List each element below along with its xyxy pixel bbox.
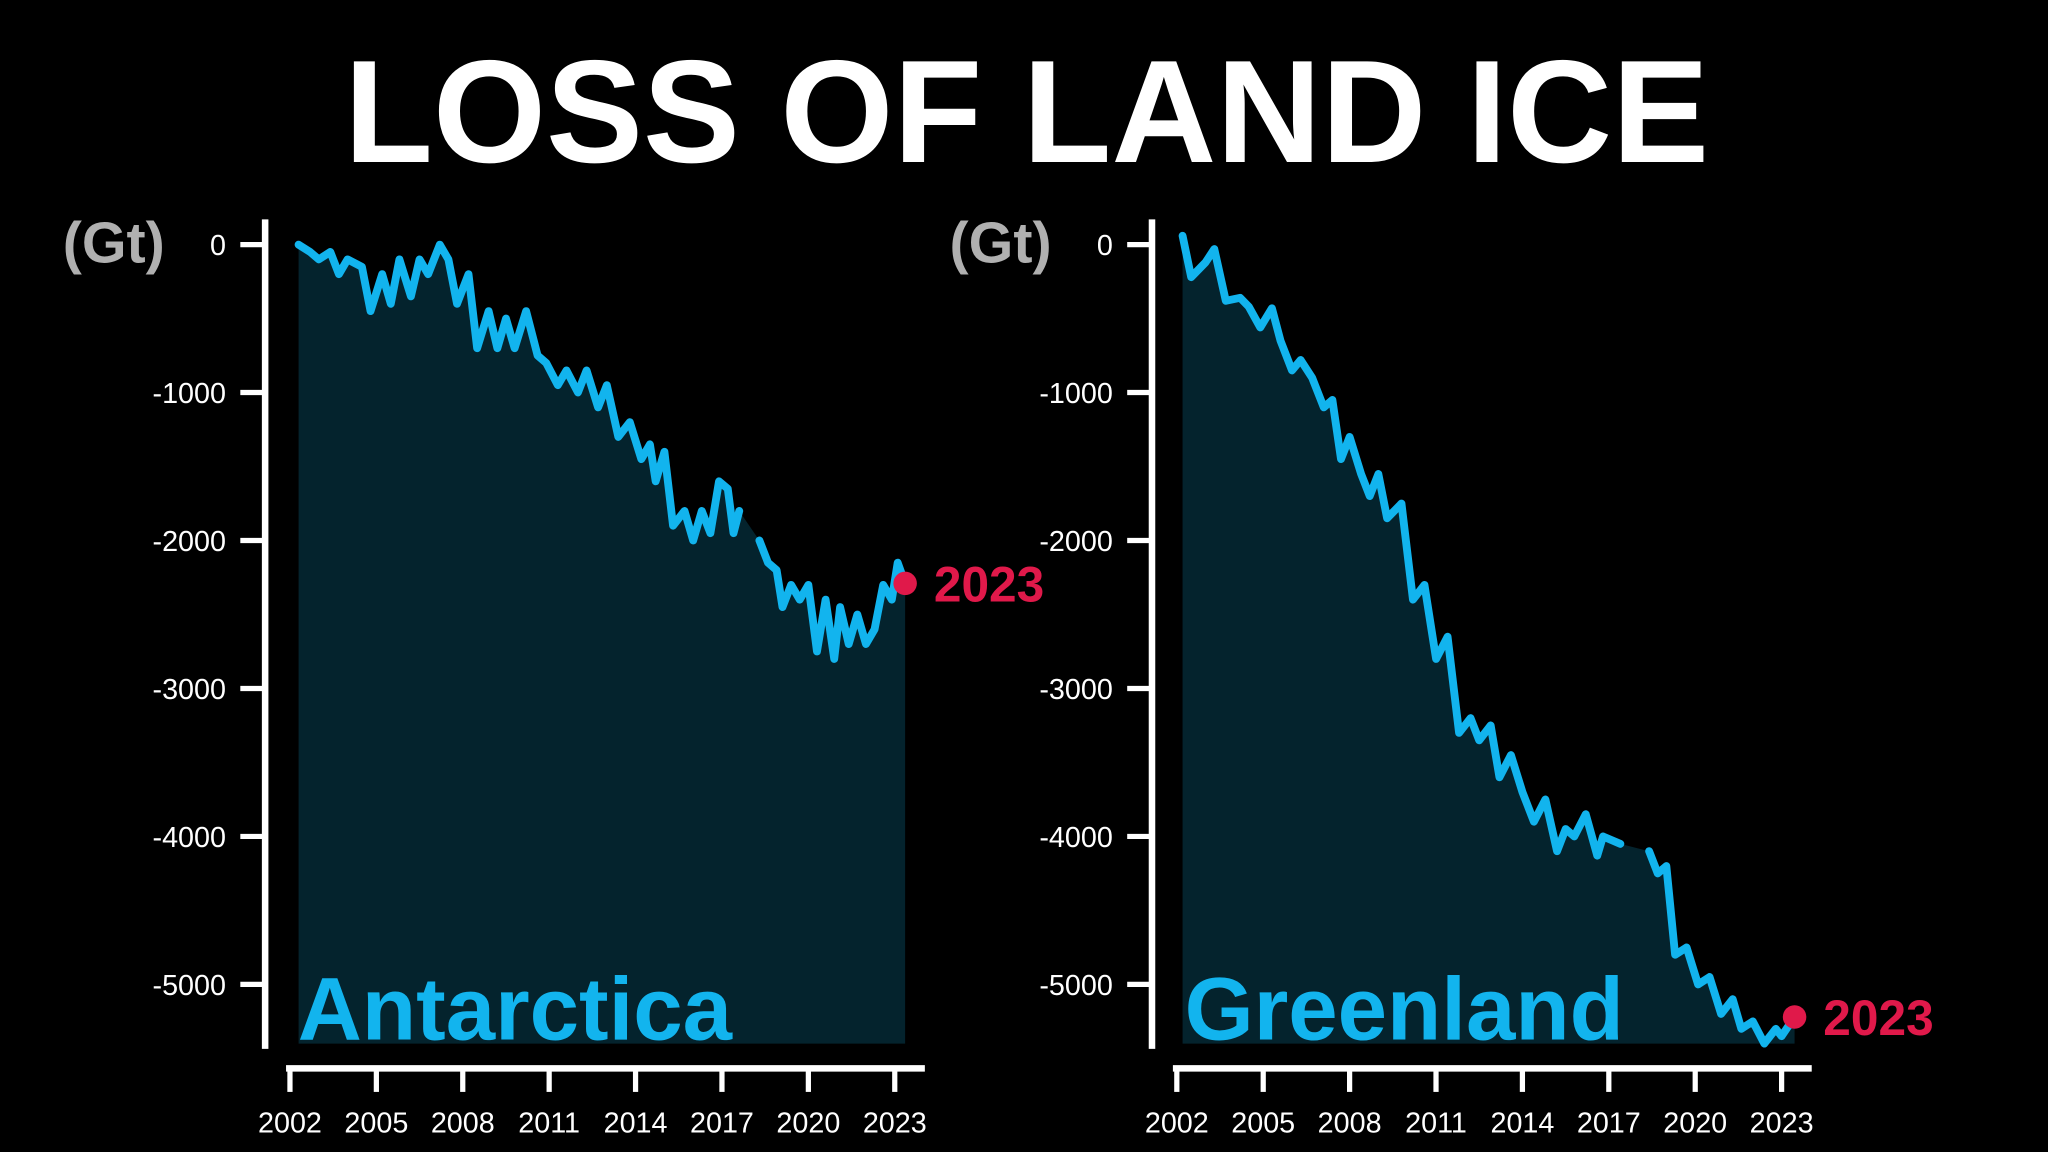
- y-tick-label: 0: [1097, 230, 1113, 262]
- end-label: 2023: [934, 557, 1044, 613]
- x-tick-label: 2011: [518, 1107, 580, 1139]
- y-tick-label: 0: [210, 230, 226, 262]
- x-tick-label: 2002: [1145, 1107, 1209, 1139]
- y-tick-label: -2000: [1039, 526, 1112, 558]
- region-label: Greenland: [1185, 960, 1624, 1059]
- y-tick-label: -1000: [153, 378, 226, 410]
- y-tick-label: -5000: [153, 970, 226, 1002]
- y-tick-label: -4000: [153, 822, 226, 854]
- end-point: [1782, 1005, 1807, 1029]
- x-tick-label: 2008: [1318, 1107, 1382, 1139]
- y-tick-label: -3000: [153, 674, 226, 706]
- x-tick-label: 2002: [258, 1107, 322, 1139]
- y-tick-label: -4000: [1039, 822, 1112, 854]
- region-label: Antarctica: [298, 960, 733, 1059]
- x-tick-label: 2017: [690, 1107, 754, 1139]
- x-tick-label: 2017: [1577, 1107, 1641, 1139]
- y-tick-label: -3000: [1039, 674, 1112, 706]
- y-tick-label: -2000: [153, 526, 226, 558]
- end-label: 2023: [1823, 990, 1933, 1046]
- unit-label: (Gt): [950, 212, 1052, 276]
- x-tick-label: 2014: [1490, 1107, 1554, 1139]
- data-line: [1178, 231, 1799, 1048]
- x-tick-label: 2005: [344, 1107, 408, 1139]
- x-tick-label: 2005: [1231, 1107, 1295, 1139]
- end-point: [893, 571, 917, 596]
- y-tick-label: -1000: [1039, 378, 1112, 410]
- x-tick-label: 2020: [776, 1107, 840, 1139]
- data-line: [294, 240, 910, 663]
- x-tick-label: 2014: [604, 1107, 668, 1139]
- y-tick-label: -5000: [1039, 970, 1112, 1002]
- area-fill: [298, 244, 906, 1044]
- x-tick-label: 2023: [1750, 1107, 1814, 1139]
- unit-label: (Gt): [63, 212, 165, 276]
- title: LOSS OF LAND ICE: [344, 30, 1709, 193]
- x-tick-label: 2023: [863, 1107, 927, 1139]
- x-tick-label: 2008: [431, 1107, 495, 1139]
- x-tick-label: 2011: [1405, 1107, 1467, 1139]
- x-tick-label: 2020: [1663, 1107, 1727, 1139]
